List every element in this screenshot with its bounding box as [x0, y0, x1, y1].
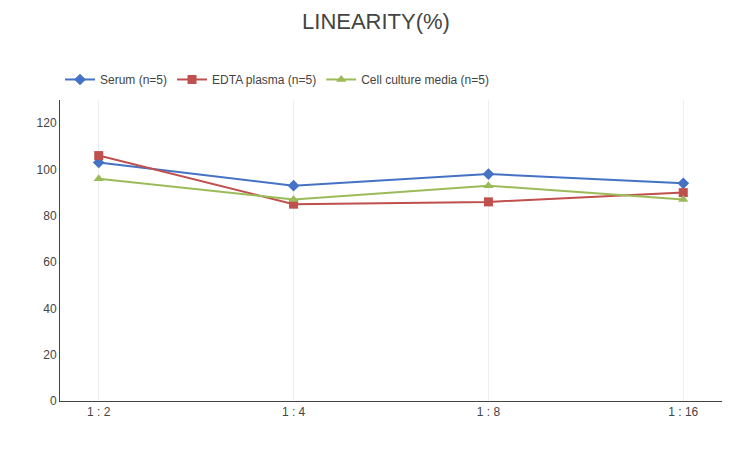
svg-text:Serum (n=5): Serum (n=5) — [100, 73, 167, 87]
svg-text:1 : 8: 1 : 8 — [477, 405, 501, 419]
svg-text:100: 100 — [37, 163, 57, 177]
svg-text:0: 0 — [50, 394, 57, 408]
svg-text:1 : 16: 1 : 16 — [668, 405, 698, 419]
svg-text:40: 40 — [43, 302, 57, 316]
svg-text:EDTA plasma (n=5): EDTA plasma (n=5) — [212, 73, 316, 87]
svg-text:1 : 4: 1 : 4 — [282, 405, 306, 419]
svg-text:120: 120 — [37, 116, 57, 130]
svg-text:20: 20 — [43, 348, 57, 362]
svg-text:60: 60 — [43, 255, 57, 269]
svg-text:Cell culture media (n=5): Cell culture media (n=5) — [361, 73, 489, 87]
svg-text:1 : 2: 1 : 2 — [87, 405, 111, 419]
svg-text:80: 80 — [43, 209, 57, 223]
svg-text:LINEARITY(%): LINEARITY(%) — [302, 9, 450, 34]
